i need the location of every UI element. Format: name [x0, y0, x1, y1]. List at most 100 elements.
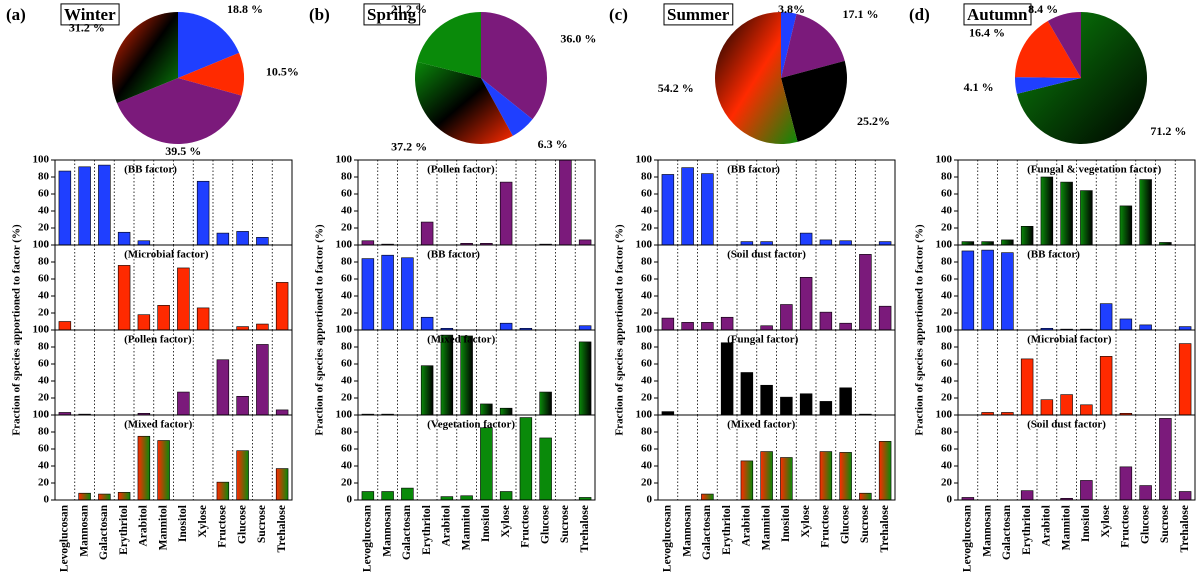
x-tick-label: Inositol	[780, 505, 792, 542]
y-tick-label: 100	[936, 409, 953, 421]
y-axis-label: Fraction of species apportioned to facto…	[614, 224, 626, 436]
bar	[1178, 343, 1192, 416]
x-tick-label: Mannitol	[760, 505, 772, 550]
pie-slice	[112, 12, 178, 104]
x-tick-label: Galactosan	[401, 504, 413, 560]
bar	[480, 427, 493, 501]
factor-label: (Soil dust factor)	[727, 249, 806, 261]
axes-frame	[657, 414, 896, 501]
bar	[740, 241, 754, 246]
y-tick-label: 40	[941, 460, 953, 472]
bar	[539, 391, 552, 416]
y-axis-label: Fraction of species apportioned to facto…	[914, 224, 926, 436]
slice-label: 25.2%	[857, 114, 890, 128]
y-tick-label: 100	[936, 239, 953, 251]
y-tick-label: 60	[941, 188, 953, 200]
y-tick-label: 40	[341, 460, 353, 472]
y-tick-label: 80	[341, 426, 353, 438]
x-tick-label: Erythritol	[421, 505, 433, 555]
pie-title: Summer	[667, 5, 730, 24]
y-tick-label: 0	[347, 324, 353, 336]
bar	[760, 241, 773, 246]
bar	[1080, 190, 1093, 246]
y-tick-label: 20	[941, 307, 953, 319]
y-tick-label: 0	[347, 494, 353, 506]
factor-label: (Microbial factor)	[124, 249, 209, 261]
y-tick-label: 100	[636, 409, 653, 421]
x-tick-label: Glucose	[839, 505, 851, 544]
factor-label: (BB factor)	[1027, 249, 1080, 261]
bar	[216, 232, 230, 246]
pie-slice	[116, 78, 242, 145]
bar	[559, 159, 572, 246]
y-tick-label: 80	[941, 171, 953, 183]
pie-title: Autumn	[967, 5, 1028, 24]
bar	[499, 491, 513, 501]
bar	[117, 265, 131, 331]
title-box	[60, 3, 120, 26]
bar	[961, 241, 975, 246]
y-tick-label: 0	[647, 409, 653, 421]
y-tick-label: 60	[38, 358, 50, 370]
x-tick-label: Arabitol	[1041, 505, 1053, 547]
x-tick-label: Sucrose	[559, 505, 571, 543]
bar	[1139, 324, 1152, 331]
panel-label: (a)	[6, 5, 26, 24]
x-tick-label: Fructose	[520, 505, 532, 548]
bar	[1139, 485, 1152, 501]
pie-slice	[781, 12, 797, 78]
bar	[216, 481, 230, 501]
bar	[701, 493, 714, 501]
bar	[819, 311, 833, 331]
y-tick-label: 40	[641, 460, 653, 472]
bar	[499, 407, 513, 416]
pie-slice	[178, 52, 245, 96]
y-tick-label: 80	[941, 341, 953, 353]
pie-slice	[715, 12, 798, 144]
bar	[401, 257, 414, 331]
bar	[878, 441, 892, 501]
y-tick-label: 0	[647, 324, 653, 336]
y-tick-label: 80	[641, 426, 653, 438]
y-tick-label: 20	[941, 392, 953, 404]
bar	[661, 317, 675, 331]
bar	[117, 231, 131, 246]
slice-label: 37.2 %	[391, 139, 427, 153]
bar	[740, 372, 754, 416]
x-tick-label: Mannosan	[78, 504, 90, 556]
y-tick-label: 60	[341, 188, 353, 200]
bar	[1119, 318, 1133, 331]
y-tick-label: 40	[38, 375, 50, 387]
bar	[137, 240, 151, 246]
bar	[401, 487, 414, 501]
y-tick-label: 60	[38, 188, 50, 200]
axes-frame	[357, 414, 596, 501]
pie-slice	[1016, 12, 1147, 144]
bar	[460, 335, 473, 416]
y-tick-label: 60	[641, 443, 653, 455]
bar	[839, 452, 852, 501]
pie-slice	[415, 61, 513, 144]
y-tick-label: 100	[33, 324, 50, 336]
y-tick-label: 100	[33, 239, 50, 251]
slice-label: 36.0 %	[560, 32, 596, 46]
x-tick-label: Inositol	[480, 505, 492, 542]
y-tick-label: 20	[38, 307, 50, 319]
y-tick-label: 0	[44, 239, 50, 251]
y-tick-label: 40	[641, 375, 653, 387]
x-tick-label: Glucose	[1139, 505, 1151, 544]
x-tick-label: Mannitol	[157, 505, 169, 550]
y-tick-label: 100	[336, 324, 353, 336]
bar	[578, 325, 592, 331]
y-tick-label: 20	[941, 477, 953, 489]
bar	[720, 316, 734, 331]
bar	[381, 254, 394, 331]
bar	[760, 451, 773, 501]
bar	[440, 496, 454, 501]
factor-label: (Pollen factor)	[124, 334, 192, 346]
y-tick-label: 20	[38, 222, 50, 234]
bar	[58, 170, 72, 246]
y-tick-label: 40	[341, 375, 353, 387]
bar	[1040, 399, 1054, 416]
bar	[578, 239, 592, 246]
